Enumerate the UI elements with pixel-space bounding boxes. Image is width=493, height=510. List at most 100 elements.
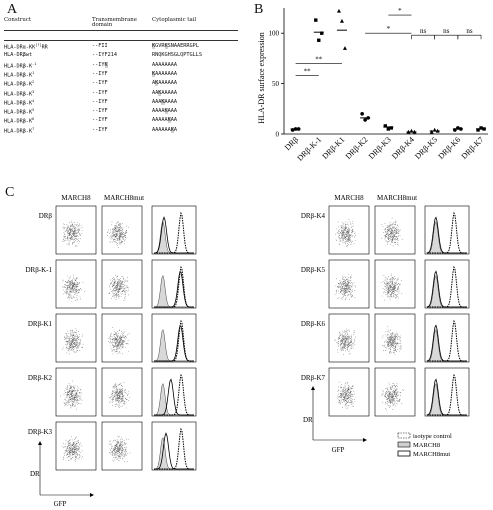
axis-label-gfp: GFP (332, 446, 345, 454)
transmembrane-seq: --IYF (92, 126, 108, 133)
dot-plot (374, 313, 416, 363)
data-point (320, 31, 324, 35)
construct-name: HLA-DRβ-K5 (4, 108, 35, 116)
transmembrane-seq: --FII (92, 43, 108, 49)
march8mut-curve (154, 427, 194, 470)
legend-swatch-isotype (397, 432, 411, 439)
plot-frame (101, 421, 143, 471)
legend-label: MARCH8 (413, 442, 440, 449)
dot-plot (101, 259, 143, 309)
table-row: HLA-DRβ-K3 --IYF AAKAAAAA (4, 89, 244, 100)
legend-swatch-march8 (397, 441, 411, 448)
column-header-march8: MARCH8 (334, 194, 364, 202)
dot-cloud (381, 217, 403, 247)
transmembrane-seq: --IYF (92, 89, 108, 96)
histogram (151, 259, 197, 309)
column-header-march8: MARCH8 (61, 194, 91, 202)
transmembrane-seq: --IYF (92, 80, 108, 87)
histogram (151, 205, 197, 255)
dot-cloud (334, 274, 356, 300)
table-header-construct: Construct (4, 17, 32, 23)
dot-cloud (109, 382, 130, 409)
row-label: DRβ-K6 (301, 320, 326, 328)
histogram (424, 205, 470, 255)
march8mut-curve (427, 373, 467, 416)
axis-arrowhead (38, 441, 42, 445)
axis-label-dr: DR (30, 470, 40, 478)
axis-arrowhead (311, 386, 315, 390)
flow-cytometry-panel: MARCH8 MARCH8mut MARCH8 MARCH8mut DRβ DRβ-K-1… (25, 194, 470, 508)
dot-cloud (335, 219, 356, 247)
histogram (151, 367, 197, 417)
table-row: HLA-DRα-KK[?]RR --FII KGVRKSNAAERRGPL (4, 43, 244, 53)
march8mut-curve (154, 319, 194, 362)
legend-label: MARCH8mut (413, 451, 450, 458)
dot-plot (328, 313, 370, 363)
dot-plot (374, 205, 416, 255)
dot-plot (101, 205, 143, 255)
dot-plot (55, 259, 97, 309)
significance-label: ** (304, 68, 312, 76)
transmembrane-seq: --IYF214 (92, 52, 117, 59)
data-point (386, 127, 391, 131)
cytoplasmic-seq: AAAAAAAA (152, 61, 177, 68)
march8mut-curve (427, 265, 467, 308)
axis-arrowhead (363, 438, 367, 442)
march8-curve (154, 378, 194, 416)
row-label: DRβ-K-1 (25, 266, 52, 274)
cytoplasmic-seq: AAAAKAAA (152, 108, 177, 115)
transmembrane-seq: --IYF (92, 70, 108, 77)
dot-cloud (107, 327, 130, 355)
dot-plot (374, 367, 416, 417)
table-rule-mid (4, 40, 238, 41)
march8mut-curve (154, 373, 194, 416)
histogram (151, 313, 197, 363)
march8-curve (426, 378, 467, 416)
dot-cloud (381, 326, 402, 355)
cytoplasmic-seq: AKAAAAAA (152, 80, 177, 87)
table-row: HLA-DRβ-K7 --IYF AAAAAAKA (4, 126, 244, 137)
histogram (424, 259, 470, 309)
x-tick-label: DRβ-K3 (367, 135, 393, 161)
dot-cloud (108, 274, 129, 301)
x-tick-label: DRβ (283, 135, 300, 152)
plot-frame (151, 259, 197, 309)
data-point (429, 129, 434, 134)
cytoplasmic-seq: KAAAAAAA (152, 70, 177, 77)
march8mut-curve (427, 319, 467, 362)
panel-label-b: B (254, 2, 264, 17)
panel-label-a: A (7, 2, 18, 17)
cytoplasmic-seq: AAAKAAAA (152, 98, 177, 105)
significance-label: ns (443, 27, 450, 35)
table-row: HLA-DRβ-K2 --IYF AKAAAAAA (4, 80, 244, 90)
x-tick-label: DRβ-K7 (460, 135, 486, 161)
axis-arrowhead (90, 493, 94, 497)
data-point (363, 118, 367, 122)
dot-cloud (62, 436, 83, 462)
dot-cloud (336, 381, 356, 409)
data-point (383, 124, 388, 128)
x-tick-label: DRβ-K2 (344, 135, 370, 161)
histogram (424, 313, 470, 363)
march8-curve (426, 216, 467, 254)
construct-name: HLA-DRβ-K4 (4, 98, 35, 107)
plot-frame (55, 259, 97, 309)
data-point (479, 126, 483, 130)
x-tick-label: DRβ-K4 (390, 135, 416, 161)
march8-curve (426, 324, 467, 362)
data-point (389, 126, 394, 130)
dot-plot (55, 367, 97, 417)
dot-plot (328, 367, 370, 417)
x-tick-label: DRβ-K1 (320, 135, 346, 161)
plot-frame (374, 367, 416, 417)
significance-label: ns (420, 27, 427, 35)
x-tick-label: DRβ-K5 (413, 135, 439, 161)
y-tick-label: 100 (269, 30, 280, 38)
construct-name: HLA-DRβ-K7 (4, 126, 35, 135)
row-label: DRβ-K2 (28, 374, 53, 382)
dot-cloud (62, 220, 83, 247)
axis-label-dr: DR (303, 416, 313, 424)
transmembrane-seq: --IYK (92, 61, 108, 68)
dot-plot (328, 205, 370, 255)
column-header-march8mut: MARCH8mut (104, 194, 144, 202)
